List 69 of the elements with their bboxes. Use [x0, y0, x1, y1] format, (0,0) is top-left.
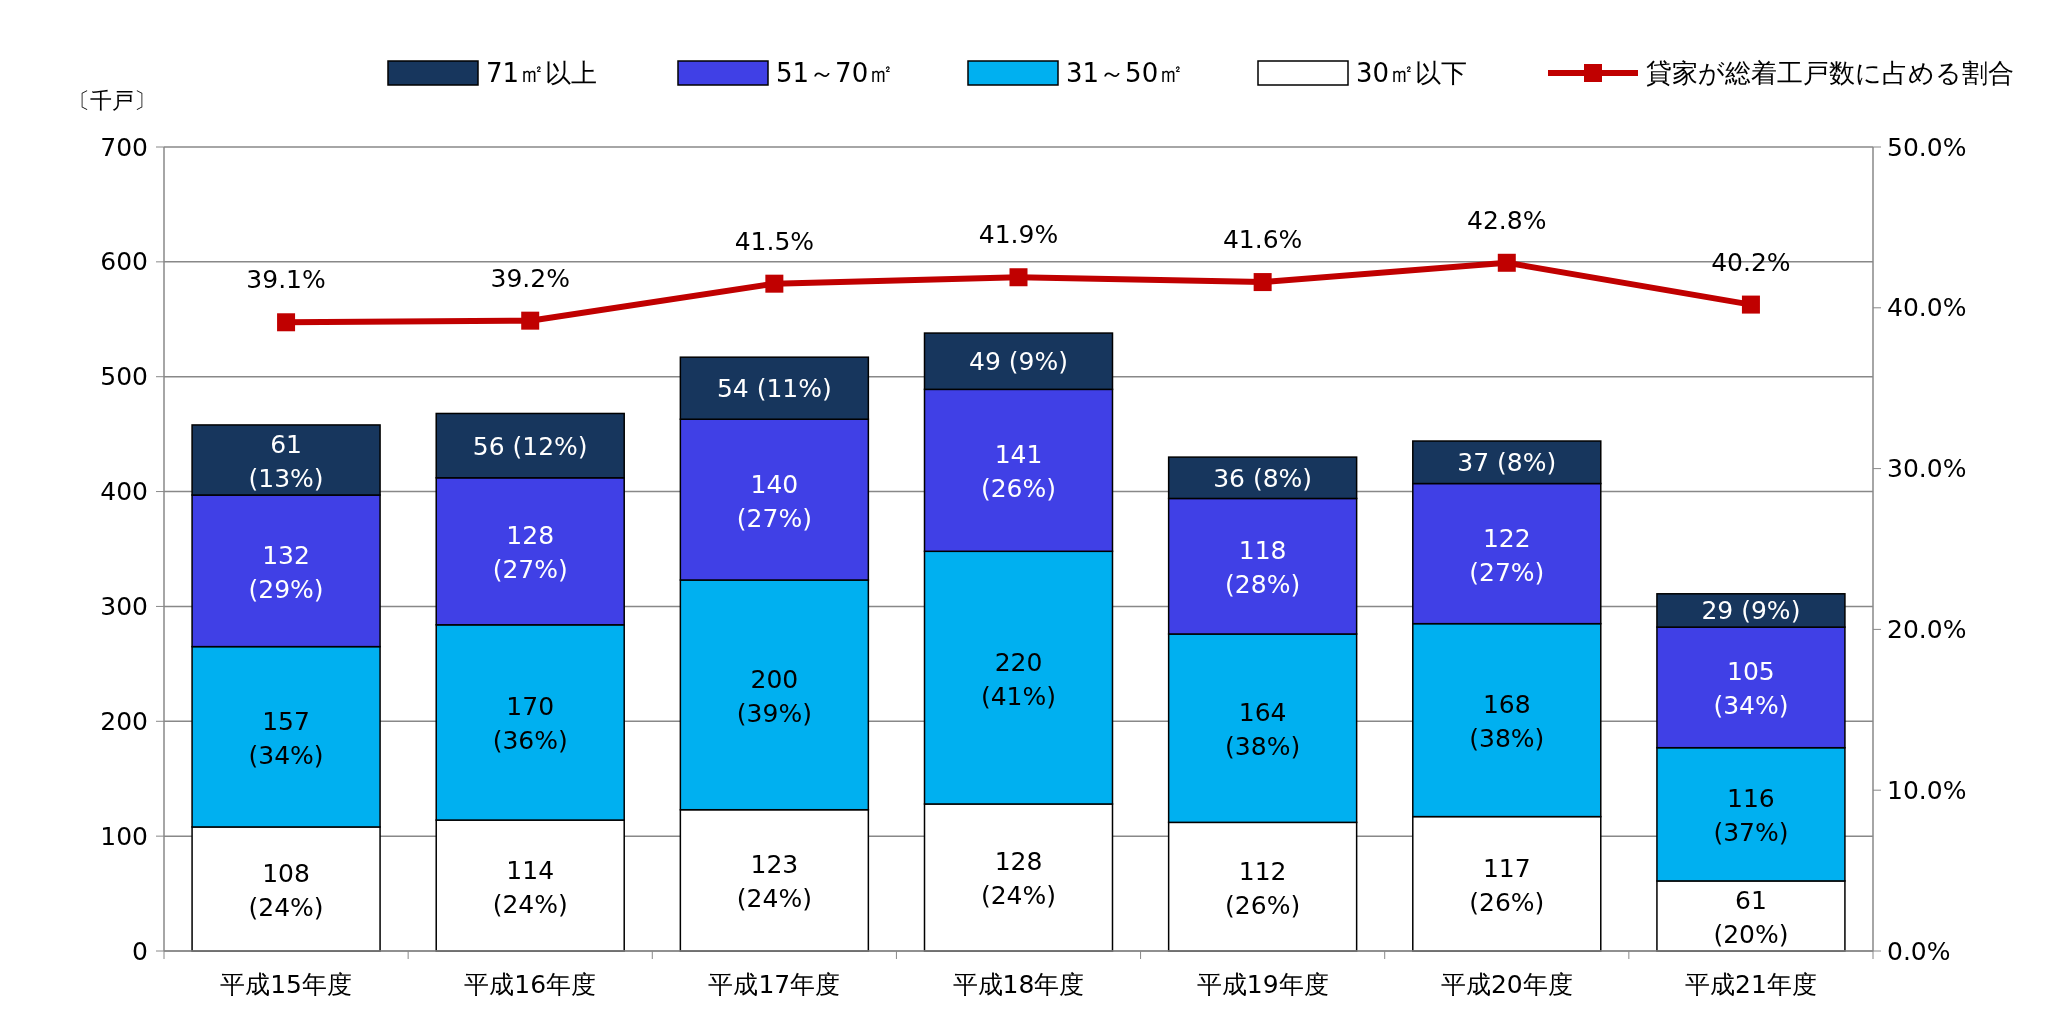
data-label: 157 (34%) — [248, 706, 324, 770]
y-tick-label: 500 — [100, 362, 148, 392]
y2-tick-label: 10.0% — [1887, 775, 1967, 805]
data-label: 29 (9%) — [1701, 595, 1801, 625]
data-label: 36 (8%) — [1213, 463, 1313, 493]
data-label: 54 (11%) — [716, 373, 832, 403]
y-tick-label: 600 — [100, 247, 148, 277]
data-label: 39.2% — [490, 263, 570, 293]
point — [765, 274, 784, 293]
data-label: 170 (36%) — [492, 691, 568, 755]
data-label: 112 (26%) — [1225, 856, 1301, 920]
legend-label: 71㎡以上 — [486, 58, 598, 88]
x-tick-label: 平成20年度 — [1440, 970, 1573, 999]
y-axis-title: 〔千戸〕 — [68, 88, 156, 113]
data-label: 56 (12%) — [472, 431, 588, 461]
legend-label: 31～50㎡ — [1066, 58, 1185, 88]
legend-label: 51～70㎡ — [776, 58, 895, 88]
data-label: 49 (9%) — [969, 346, 1068, 376]
data-label: 105 (34%) — [1713, 656, 1789, 720]
data-label: 61 (20%) — [1713, 885, 1789, 949]
data-label: 140 (27%) — [736, 469, 812, 533]
point — [521, 311, 540, 330]
x-tick-label: 平成15年度 — [220, 970, 352, 999]
data-label: 41.9% — [978, 220, 1059, 250]
y2-tick-label: 50.0% — [1887, 132, 1967, 162]
data-label: 118 (28%) — [1225, 535, 1301, 599]
data-label: 42.8% — [1467, 205, 1547, 235]
data-label: 164 (38%) — [1225, 697, 1301, 761]
y2-tick-label: 20.0% — [1887, 614, 1967, 644]
y-tick-label: 200 — [100, 706, 148, 736]
data-label: 123 (24%) — [736, 849, 812, 913]
x-tick-label: 平成18年度 — [952, 970, 1085, 999]
y-tick-label: 400 — [100, 477, 148, 507]
data-label: 37 (8%) — [1457, 447, 1557, 477]
x-tick-label: 平成21年度 — [1685, 970, 1817, 999]
x-tick-label: 平成19年度 — [1196, 970, 1329, 999]
y2-tick-label: 30.0% — [1887, 454, 1967, 484]
y-tick-label: 0 — [132, 936, 148, 966]
data-label: 200 (39%) — [736, 664, 812, 728]
data-label: 116 (37%) — [1713, 783, 1789, 847]
data-label: 40.2% — [1711, 247, 1791, 277]
data-label: 41.5% — [734, 226, 815, 256]
data-label: 114 (24%) — [492, 855, 568, 919]
data-label: 128 (27%) — [492, 520, 568, 584]
y-tick-label: 100 — [100, 821, 148, 851]
data-label: 128 (24%) — [980, 846, 1057, 910]
point — [1741, 295, 1760, 314]
y-tick-label: 700 — [100, 132, 148, 162]
y-tick-label: 300 — [100, 591, 148, 621]
data-label: 141 (26%) — [980, 439, 1057, 503]
data-label: 61 (13%) — [248, 429, 324, 493]
point — [277, 313, 296, 332]
point — [1253, 273, 1272, 292]
y2-tick-label: 0.0% — [1887, 936, 1951, 966]
data-label: 117 (26%) — [1469, 853, 1545, 917]
x-tick-label: 平成16年度 — [464, 970, 597, 999]
data-label: 41.6% — [1222, 225, 1303, 255]
data-label: 132 (29%) — [248, 540, 324, 604]
data-label: 39.1% — [246, 265, 326, 295]
legend-label: 30㎡以下 — [1356, 58, 1468, 88]
data-label: 108 (24%) — [248, 858, 324, 922]
point — [1009, 268, 1028, 287]
x-tick-label: 平成17年度 — [708, 970, 841, 999]
y2-tick-label: 40.0% — [1887, 293, 1967, 323]
data-label: 220 (41%) — [980, 647, 1057, 711]
data-label: 168 (38%) — [1469, 689, 1545, 753]
point — [1497, 253, 1516, 272]
legend-label: 貸家が総着工戸数に占める割合 — [1646, 58, 2014, 88]
data-label: 122 (27%) — [1469, 523, 1545, 587]
